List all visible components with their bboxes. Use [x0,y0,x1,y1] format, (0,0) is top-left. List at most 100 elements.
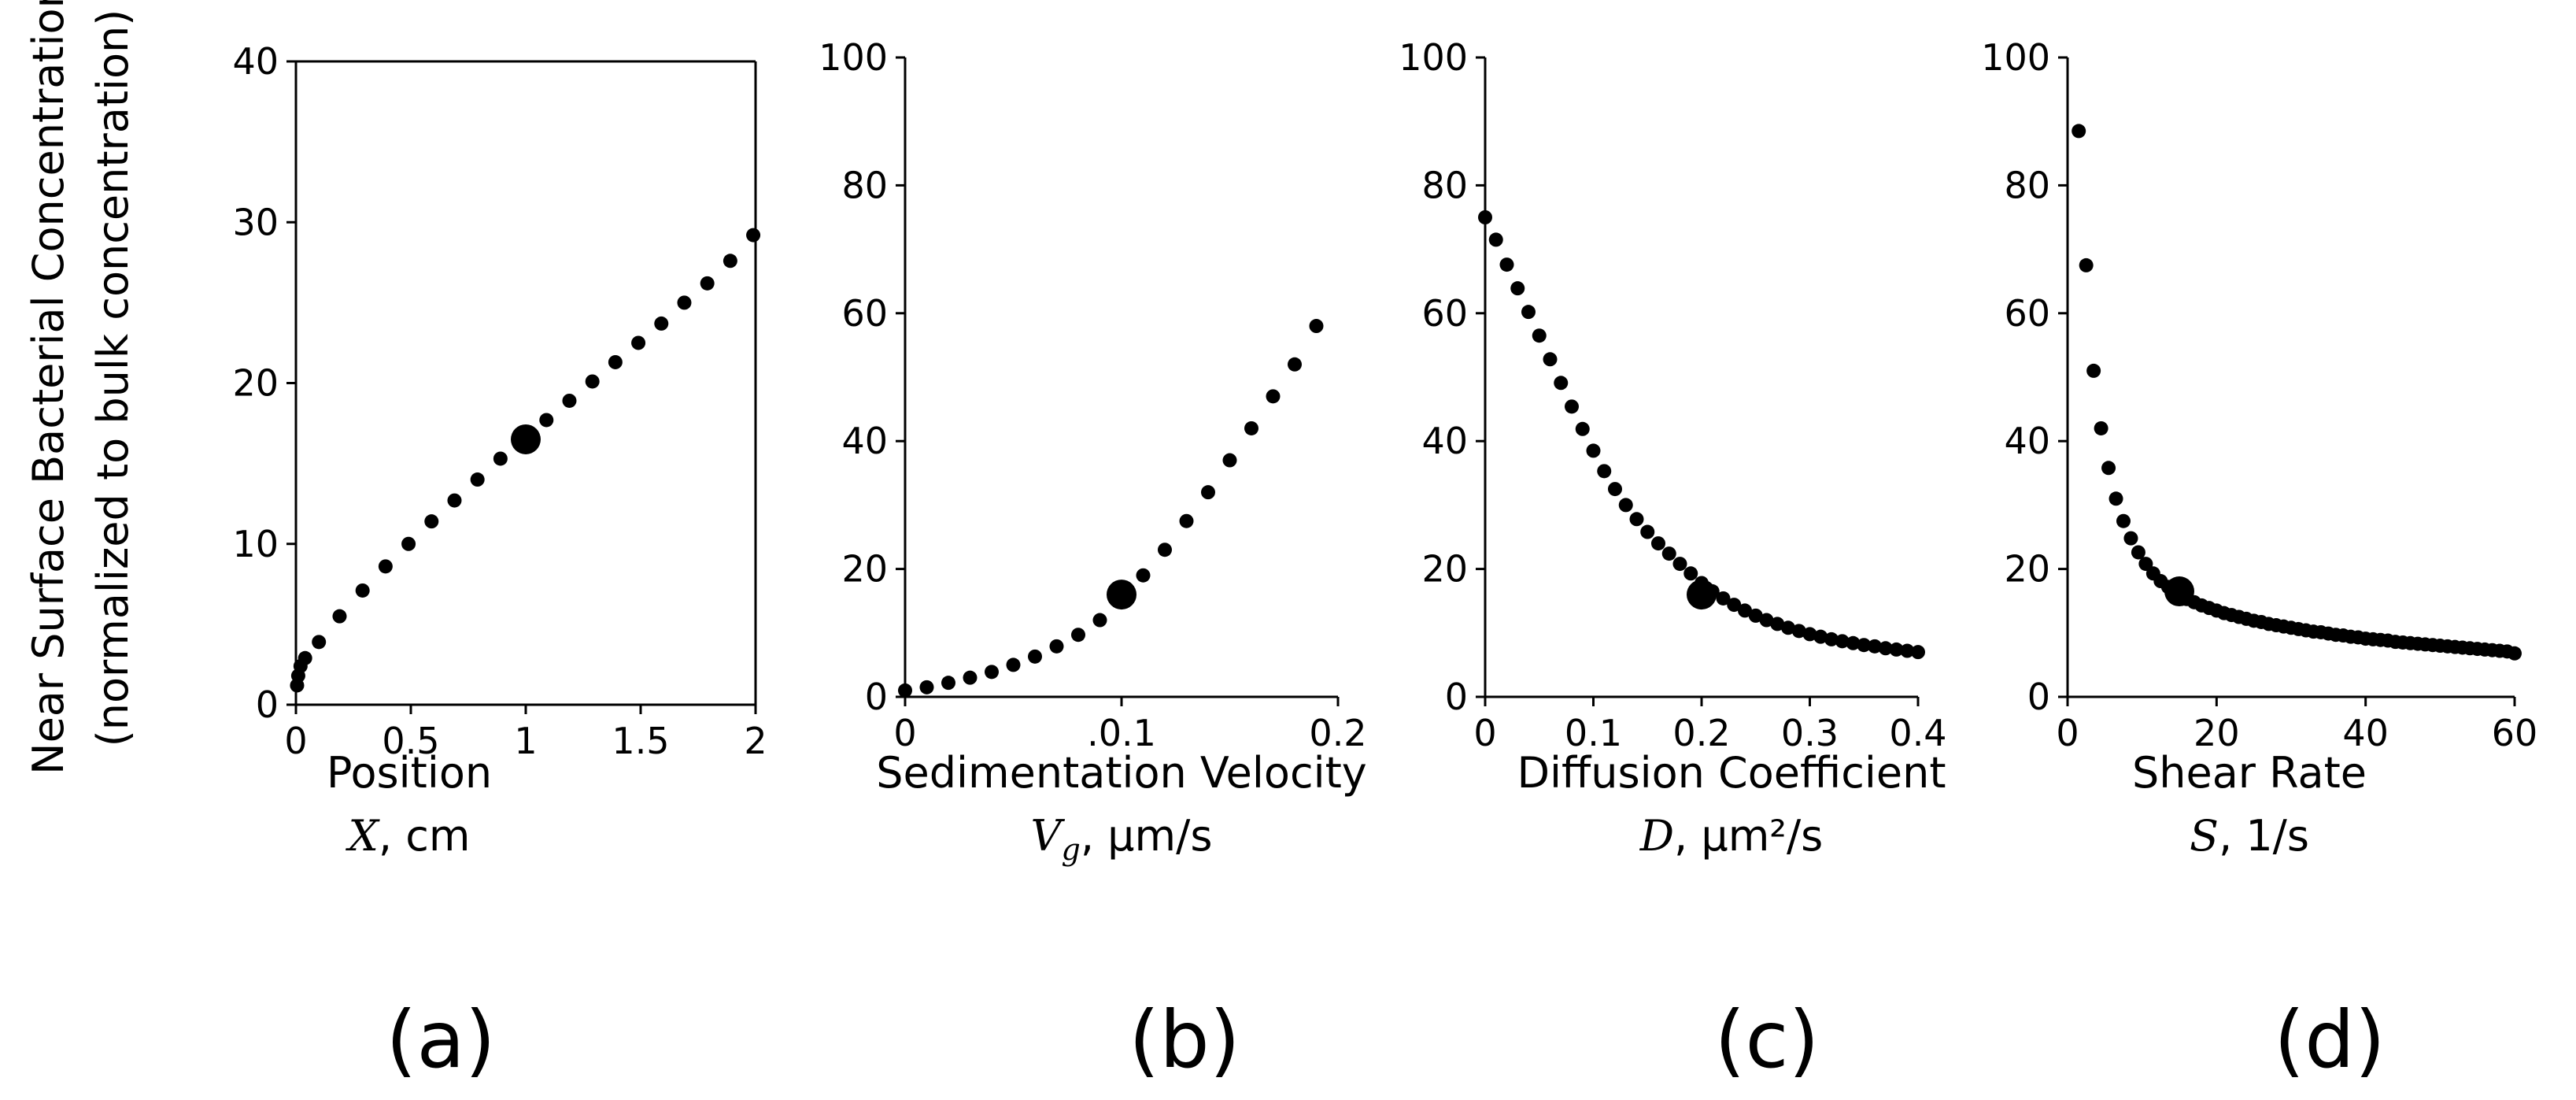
panel-c-x-unit: , µm²/s [1674,811,1823,861]
panel-b-x-tick-label: 0 [893,712,916,754]
panel-c-x-tick-label: 0.3 [1781,712,1839,754]
panel-a-highlight-point [511,424,541,454]
panel-a-data-point [677,295,692,310]
panel-c-data-point [1738,603,1752,618]
panel-c-data-point [1748,608,1763,623]
panel-c-data-point [1499,257,1514,272]
panel-c-data-point [1510,281,1525,296]
panel-a-x-tick-label: 2 [744,720,767,762]
panel-c-y-tick-label: 20 [1421,548,1468,591]
panel-b-data-point [1266,389,1281,404]
panel-c-data-point [1629,512,1644,527]
panel-b-y-tick-label: 20 [841,548,888,591]
panel-a-x-unit-label: X, cm [345,811,470,861]
y-axis-label: Near Surface Bacterial Concentration (no… [24,0,138,775]
panel-a-x-label: Position [327,748,492,798]
panel-a-y-tick-label: 10 [232,523,279,565]
panel-c-data-point [1683,566,1698,581]
panel-c-points [1478,210,1925,660]
panel-d-ticks: 0 20 40 60 80 100 0 20 40 60 [1981,36,2537,754]
panel-d-x-tick-label: 20 [2193,712,2240,754]
panel-b-data-point [1309,319,1324,334]
panel-d-highlight-point [2164,576,2194,607]
panel-d-data-point [2508,646,2522,661]
panel-c-data-point [1813,629,1828,644]
panel-b-x-unit-label: Vg, µm/s [1031,811,1213,867]
panel-a-data-point [424,514,439,529]
panel-c-data-point [1597,464,1612,479]
panel-b-highlight-point [1107,580,1136,610]
panel-c-data-point [1857,638,1872,653]
panel-d-y-tick-label: 60 [2004,292,2050,335]
panel-d-x-tick-label: 0 [2056,712,2079,754]
panel-d-data-point [2123,531,2138,546]
panel-a-x-tick-label: 0.5 [382,720,439,762]
panel-c: 0 20 40 60 80 100 0 0.1 0.2 0.3 0.4 Diffusion Coef… [1399,36,1946,1086]
panel-c-y-tick-label: 100 [1399,36,1468,79]
panel-c-data-point [1835,634,1850,649]
panel-a-data-point [631,335,646,350]
panel-c-data-point [1651,536,1665,551]
panel-d-data-point [2086,363,2101,378]
panel-b-x-subscript: g [1062,832,1081,867]
panel-a-data-point [470,472,485,487]
panel-c-data-point [1846,635,1861,650]
panel-a-y-tick-label: 0 [256,683,279,726]
panel-c-y-tick-label: 0 [1445,676,1468,718]
panel-a-data-point [700,276,715,291]
panel-c-data-point [1868,639,1882,654]
panel-a-x-tick-label: 1 [514,720,537,762]
panel-b-data-point [1092,613,1107,628]
panel-a-data-point [562,393,577,408]
panel-b-data-point [985,665,999,680]
panel-c-x-unit-label: D, µm²/s [1639,811,1824,861]
panel-a-y-tick-label: 30 [232,201,279,243]
panel-b-x-unit: , µm/s [1081,811,1213,861]
panel-b-ticks: 0 20 40 60 80 100 0 .0.1 0.2 [819,36,1366,754]
panel-c-ticks: 0 20 40 60 80 100 0 0.1 0.2 0.3 0.4 [1399,36,1946,754]
panel-c-data-point [1791,624,1806,639]
panel-a-x-symbol: X [345,811,380,861]
panel-a-data-point [378,559,393,574]
panel-c-data-point [1554,376,1569,391]
panel-d-y-tick-label: 100 [1981,36,2050,79]
panel-c-x-tick-label: 0.2 [1672,712,1730,754]
panel-a-data-point [654,316,669,331]
panel-d-x-label: Shear Rate [2132,748,2367,798]
panel-a-data-point [608,354,623,369]
panel-b-x-tick-label: 0.2 [1309,712,1366,754]
panel-a-data-point [539,413,554,428]
panel-a-data-point [298,650,312,665]
panel-b-y-tick-label: 100 [819,36,888,79]
panel-d: 0 20 40 60 80 100 0 20 40 60 Shear Rate S, 1/s (d… [1981,36,2537,1086]
panel-c-data-point [1608,482,1622,497]
panel-c-x-tick-label: 0 [1473,712,1496,754]
panel-c-data-point [1759,613,1774,628]
panel-c-x-tick-label: 0.1 [1565,712,1622,754]
panel-d-y-tick-label: 20 [2004,548,2050,591]
panel-c-data-point [1521,305,1536,320]
panel-a-data-point [723,254,737,269]
panel-b: 0 20 40 60 80 100 0 .0.1 0.2 Sedimentation Veloc… [819,36,1367,1086]
panel-c-data-point [1716,591,1731,606]
panel-b-data-point [1179,513,1194,528]
panel-d-data-point [2072,124,2086,139]
panel-b-x-label: Sedimentation Velocity [876,748,1367,798]
panel-d-y-tick-label: 0 [2027,676,2050,718]
panel-b-data-point [941,676,955,691]
panel-c-y-tick-label: 40 [1421,420,1468,462]
panel-c-data-point [1889,642,1904,657]
panel-c-y-tick-label: 60 [1421,292,1468,335]
panel-a-data-point [355,583,370,598]
panel-c-data-point [1727,598,1742,613]
panel-c-data-point [1565,399,1579,414]
panel-d-data-point [2116,513,2131,528]
panel-b-data-point [963,670,978,685]
panel-d-label: (d) [2274,994,2386,1086]
panel-d-y-tick-label: 80 [2004,164,2050,206]
panel-d-data-point [2131,545,2145,560]
panel-b-y-tick-label: 0 [865,676,888,718]
panel-b-data-point [1028,649,1042,664]
panel-b-data-point [1201,485,1215,500]
